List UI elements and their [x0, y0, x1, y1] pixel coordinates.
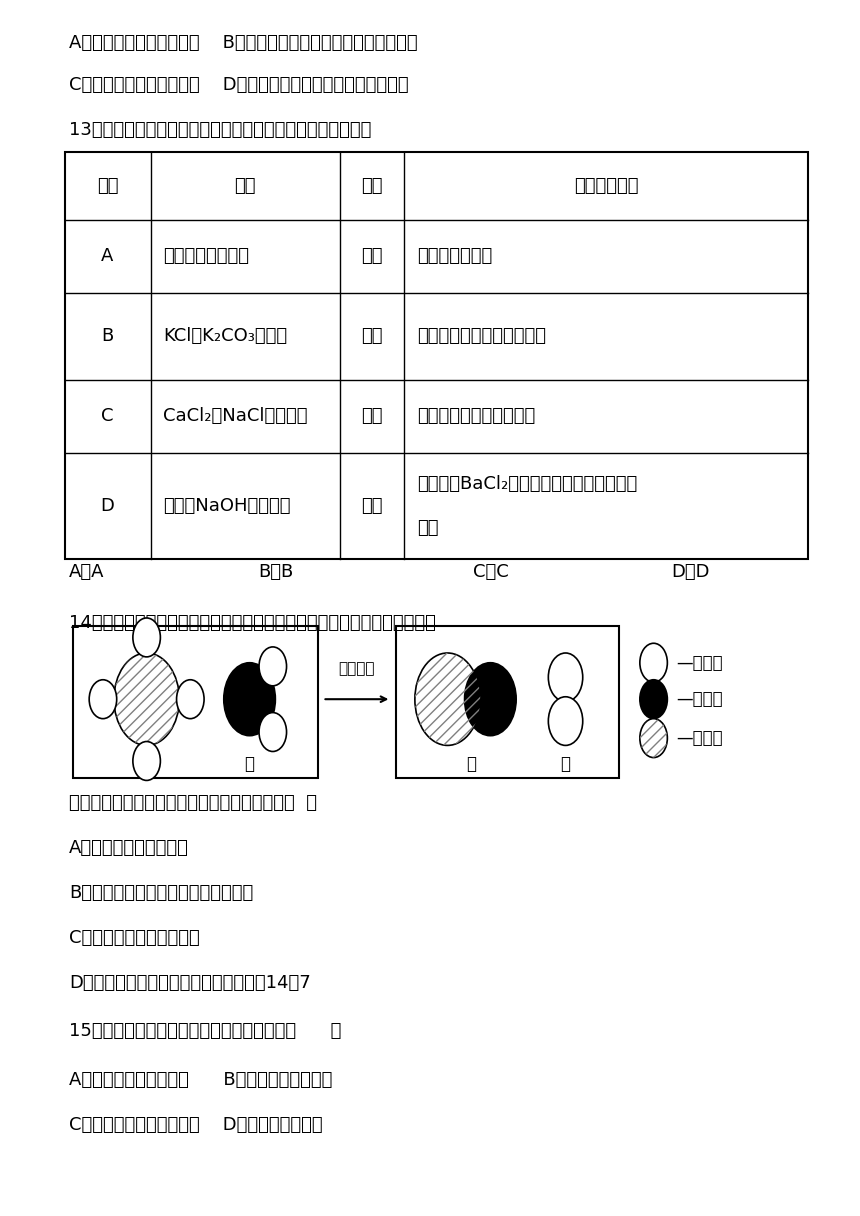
Text: 蔗糖、蛋白质溶液: 蔗糖、蛋白质溶液	[163, 247, 249, 265]
Text: —碳原子: —碳原子	[676, 730, 722, 747]
Circle shape	[640, 680, 667, 719]
Text: —氧原子: —氧原子	[676, 691, 722, 708]
Text: D．D: D．D	[671, 563, 710, 580]
Text: 主要实验操作: 主要实验操作	[574, 178, 638, 195]
Circle shape	[176, 680, 204, 719]
Circle shape	[259, 647, 286, 686]
Text: A．钙是人体中的微量元素    B．油脂是重要的营养物质，可大量摄入: A．钙是人体中的微量元素 B．油脂是重要的营养物质，可大量摄入	[69, 34, 417, 51]
Circle shape	[549, 653, 583, 702]
Text: 乙: 乙	[244, 755, 255, 772]
Text: KCl（K₂CO₃）固体: KCl（K₂CO₃）固体	[163, 327, 287, 345]
Circle shape	[132, 618, 160, 657]
Text: A: A	[101, 247, 114, 265]
Text: 甲: 甲	[142, 755, 151, 772]
FancyBboxPatch shape	[64, 152, 808, 559]
Text: 丙: 丙	[466, 755, 476, 772]
Text: C．鸡蛋含有丰富的蛋白质    D．酶都属于糖类，可为人体提供能量: C．鸡蛋含有丰富的蛋白质 D．酶都属于糖类，可为人体提供能量	[69, 77, 408, 94]
Text: B: B	[101, 327, 114, 345]
Text: 过滤、洗涤、烘干、蒸发: 过滤、洗涤、烘干、蒸发	[417, 407, 535, 426]
Circle shape	[224, 663, 275, 736]
Circle shape	[549, 697, 583, 745]
Text: 一定条件: 一定条件	[339, 662, 375, 676]
Text: 物质: 物质	[234, 178, 256, 195]
Text: C．C: C．C	[473, 563, 509, 580]
Text: 加入适量稀盐酸，蒸发结晶: 加入适量稀盐酸，蒸发结晶	[417, 327, 546, 345]
Text: 根据以上微观示意图得出的结论中，正确的是（  ）: 根据以上微观示意图得出的结论中，正确的是（ ）	[69, 794, 316, 811]
Circle shape	[132, 742, 160, 781]
Text: A．缺钙会导致骨骼疏松      B．缺锌会导致佝偻病: A．缺钙会导致骨骼疏松 B．缺锌会导致佝偻病	[69, 1071, 332, 1088]
Circle shape	[640, 719, 667, 758]
Text: 现象: 现象	[417, 519, 439, 537]
Text: 加热，观察现象: 加热，观察现象	[417, 247, 492, 265]
Text: —氢原子: —氢原子	[676, 654, 722, 671]
Circle shape	[415, 653, 480, 745]
Text: 鉴别: 鉴别	[361, 247, 383, 265]
Text: D: D	[101, 497, 114, 516]
Text: 检验: 检验	[361, 497, 383, 516]
FancyBboxPatch shape	[396, 626, 619, 778]
Text: C．该反应中含两种有机物: C．该反应中含两种有机物	[69, 929, 200, 946]
Text: 分离: 分离	[361, 407, 383, 426]
Text: 空气中NaOH变质程度: 空气中NaOH变质程度	[163, 497, 291, 516]
Circle shape	[259, 713, 286, 751]
Text: 14．甲烷和水反应制水煤气（混合气体），其反应的微观示意图如图所示：: 14．甲烷和水反应制水煤气（混合气体），其反应的微观示意图如图所示：	[69, 614, 436, 631]
Text: C．缺碘会导致甲状腺疾病    D．缺铁会导致贫血: C．缺碘会导致甲状腺疾病 D．缺铁会导致贫血	[69, 1116, 322, 1133]
Text: A．该反应属于置换反应: A．该反应属于置换反应	[69, 839, 188, 856]
Text: B．B: B．B	[258, 563, 293, 580]
Text: 除杂: 除杂	[361, 327, 383, 345]
Text: 加入足量BaCl₂溶液，过滤，加酚酞，观察: 加入足量BaCl₂溶液，过滤，加酚酞，观察	[417, 475, 637, 494]
Text: A．A: A．A	[69, 563, 104, 580]
Text: 13．下列实验操作中（括号内为杂质）不能达到实验目的的是: 13．下列实验操作中（括号内为杂质）不能达到实验目的的是	[69, 122, 372, 139]
Text: B．该反应中的四种物质都由分子构成: B．该反应中的四种物质都由分子构成	[69, 884, 253, 901]
Text: 选项: 选项	[96, 178, 119, 195]
Circle shape	[640, 643, 667, 682]
Text: D．该反应中一氧化碳和氢气的质量比为14：7: D．该反应中一氧化碳和氢气的质量比为14：7	[69, 974, 310, 991]
Circle shape	[464, 663, 516, 736]
FancyBboxPatch shape	[73, 626, 318, 778]
Circle shape	[114, 653, 179, 745]
Text: CaCl₂和NaCl的混合物: CaCl₂和NaCl的混合物	[163, 407, 308, 426]
Circle shape	[89, 680, 117, 719]
Text: 丁: 丁	[561, 755, 570, 772]
Text: 15．下列关于元素和人体健康叙述错误的是（      ）: 15．下列关于元素和人体健康叙述错误的是（ ）	[69, 1023, 341, 1040]
Text: C: C	[101, 407, 114, 426]
Text: 目的: 目的	[361, 178, 383, 195]
